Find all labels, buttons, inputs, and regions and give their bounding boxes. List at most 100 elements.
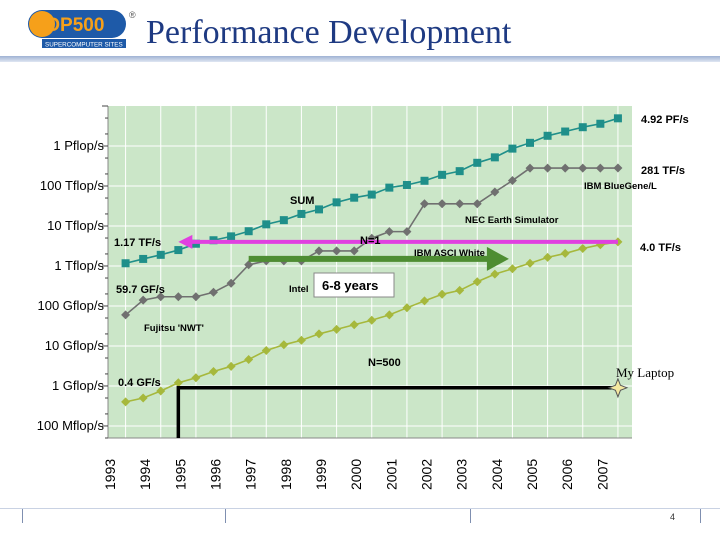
- page-number: 4: [670, 512, 676, 522]
- y-tick-label: 1 Gflop/s: [51, 377, 104, 393]
- y-tick-label: 100 Mflop/s: [36, 417, 104, 433]
- data-point: [227, 232, 236, 241]
- x-tick-label: 2003: [454, 459, 470, 490]
- data-point: [437, 199, 447, 209]
- data-point: [244, 260, 254, 270]
- data-point: [578, 163, 588, 173]
- header-divider: [0, 56, 720, 62]
- data-point: [279, 340, 289, 350]
- years-label: 6-8 years: [322, 278, 378, 293]
- data-point: [526, 138, 535, 147]
- gap-arrow-head: [178, 234, 193, 249]
- data-point: [349, 246, 359, 256]
- data-point: [314, 329, 324, 339]
- data-point: [507, 264, 517, 274]
- data-point: [261, 346, 271, 356]
- data-point: [455, 285, 465, 295]
- x-tick-label: 1996: [208, 459, 224, 490]
- annotation-bluegene: IBM BlueGene/L: [584, 181, 657, 192]
- data-point: [173, 292, 183, 302]
- data-point: [420, 199, 430, 209]
- data-point: [121, 397, 131, 407]
- data-point: [455, 167, 464, 176]
- x-tick-label: 1995: [172, 459, 188, 490]
- data-point: [121, 310, 131, 320]
- data-point: [560, 163, 570, 173]
- data-point: [209, 287, 219, 297]
- page-title: Performance Development: [146, 14, 512, 51]
- data-point: [490, 269, 500, 279]
- value-label-sum-1993: 1.17 TF/s: [114, 237, 161, 249]
- x-tick-label: 2005: [524, 459, 540, 490]
- footer-tick: [700, 509, 701, 523]
- x-tick-label: 1994: [137, 459, 153, 490]
- value-label-sum-2007: 4.92 PF/s: [641, 114, 689, 126]
- laptop-star: [607, 377, 629, 399]
- data-point: [314, 246, 324, 256]
- x-tick-label: 1997: [243, 459, 259, 490]
- data-point: [174, 246, 183, 255]
- data-point: [402, 180, 411, 189]
- data-point: [595, 163, 605, 173]
- laptop-label: My Laptop: [616, 365, 674, 380]
- y-tick-label: 10 Tflop/s: [47, 217, 104, 233]
- data-point: [350, 193, 359, 202]
- value-label-n1-1993: 59.7 GF/s: [116, 284, 165, 296]
- data-point: [297, 209, 306, 218]
- data-point: [244, 227, 253, 236]
- data-point: [315, 205, 324, 214]
- annotation-intel: Intel: [289, 284, 309, 295]
- data-point: [402, 227, 412, 237]
- data-point: [596, 119, 605, 128]
- data-point: [226, 278, 236, 288]
- annotation-asci-white: IBM ASCI White: [414, 248, 485, 259]
- data-point: [138, 295, 148, 305]
- value-label-n500-1993: 0.4 GF/s: [118, 377, 161, 389]
- years-label-box: [313, 272, 395, 298]
- data-point: [420, 176, 429, 185]
- x-tick-label: 2002: [419, 459, 435, 490]
- x-tick-label: 1993: [102, 459, 118, 490]
- y-tick-label: 100 Tflop/s: [39, 177, 104, 193]
- x-tick-label: 2006: [559, 459, 575, 490]
- data-point: [402, 303, 412, 313]
- data-point: [543, 163, 553, 173]
- series-label-n1: N=1: [360, 235, 381, 247]
- y-tick-label: 1 Tflop/s: [54, 257, 104, 273]
- data-point: [560, 248, 570, 258]
- data-point: [613, 163, 623, 173]
- logo-registered-mark: ®: [129, 10, 136, 20]
- annotation-fujitsu-nwt: Fujitsu 'NWT': [144, 323, 204, 334]
- data-point: [578, 123, 587, 132]
- x-tick-label: 2004: [489, 459, 505, 490]
- data-point: [173, 378, 183, 388]
- value-label-n500-2007: 4.0 TF/s: [640, 242, 681, 254]
- data-point: [156, 250, 165, 259]
- shift-arrow-head: [486, 246, 509, 271]
- y-tick-label: 10 Gflop/s: [44, 337, 104, 353]
- x-tick-label: 1998: [278, 459, 294, 490]
- data-point: [209, 366, 219, 376]
- data-point: [332, 246, 342, 256]
- data-point: [437, 289, 447, 299]
- data-point: [332, 324, 342, 334]
- data-point: [578, 243, 588, 253]
- footer-tick: [22, 509, 23, 523]
- data-point: [244, 354, 254, 364]
- x-tick-label: 2007: [594, 459, 610, 490]
- series-label-n500: N=500: [368, 357, 401, 369]
- x-tick-label: 2000: [348, 459, 364, 490]
- top500-logo: TOP500 ® SUPERCOMPUTER SITES: [28, 8, 140, 50]
- data-point: [367, 315, 377, 325]
- series-label-sum: SUM: [290, 195, 314, 207]
- data-point: [332, 198, 341, 207]
- data-point: [191, 373, 201, 383]
- data-point: [384, 310, 394, 320]
- data-point: [139, 254, 148, 263]
- data-point: [156, 292, 166, 302]
- data-point: [438, 170, 447, 179]
- data-point: [543, 131, 552, 140]
- data-point: [472, 277, 482, 287]
- data-point: [226, 361, 236, 371]
